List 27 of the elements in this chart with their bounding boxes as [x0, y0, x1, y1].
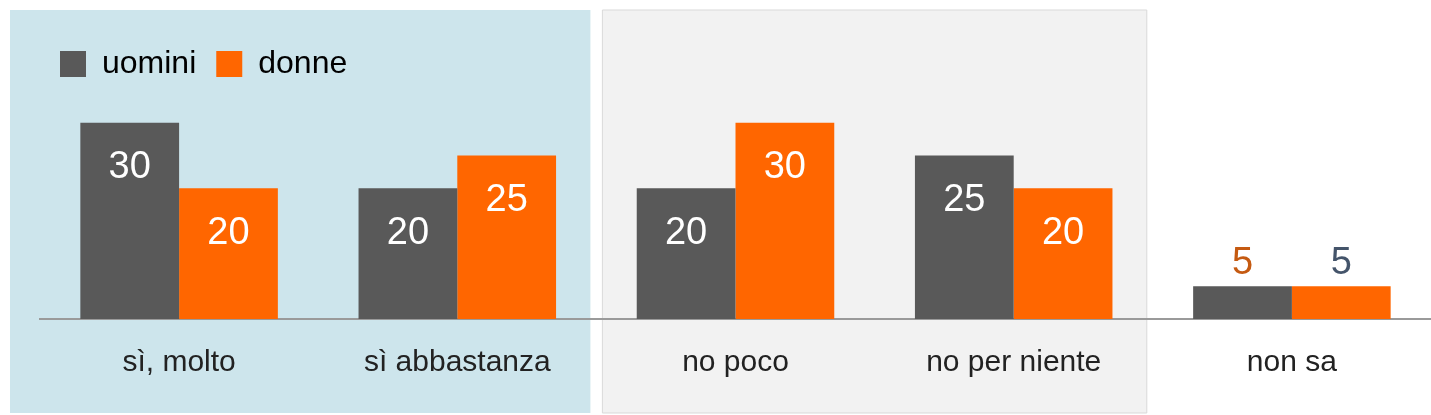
bar — [457, 155, 557, 319]
bar — [1193, 286, 1292, 319]
x-tick-label: sì, molto — [122, 344, 236, 378]
data-label: 30 — [763, 144, 807, 187]
x-tick-label: no poco — [682, 344, 789, 378]
bar — [358, 188, 458, 319]
data-label: 30 — [108, 144, 151, 187]
bar — [80, 122, 180, 319]
data-label: 25 — [943, 176, 986, 219]
x-tick-label: non sa — [1246, 344, 1338, 378]
data-label: 20 — [1041, 209, 1085, 252]
data-label: 5 — [1231, 239, 1254, 282]
bar — [1291, 286, 1391, 319]
data-label: 20 — [207, 209, 250, 252]
bar — [914, 155, 1014, 319]
data-label: 20 — [386, 209, 430, 252]
x-tick-label: sì abbastanza — [363, 344, 552, 378]
legend-label: donne — [258, 43, 348, 80]
legend-label: uomini — [102, 43, 197, 80]
data-label: 20 — [664, 209, 708, 252]
x-tick-label: no per niente — [926, 344, 1102, 378]
bar — [636, 188, 736, 319]
bar — [179, 188, 278, 319]
data-label: 25 — [485, 176, 528, 219]
bar — [1013, 188, 1113, 319]
data-label: 5 — [1330, 239, 1352, 282]
bar — [735, 122, 835, 319]
